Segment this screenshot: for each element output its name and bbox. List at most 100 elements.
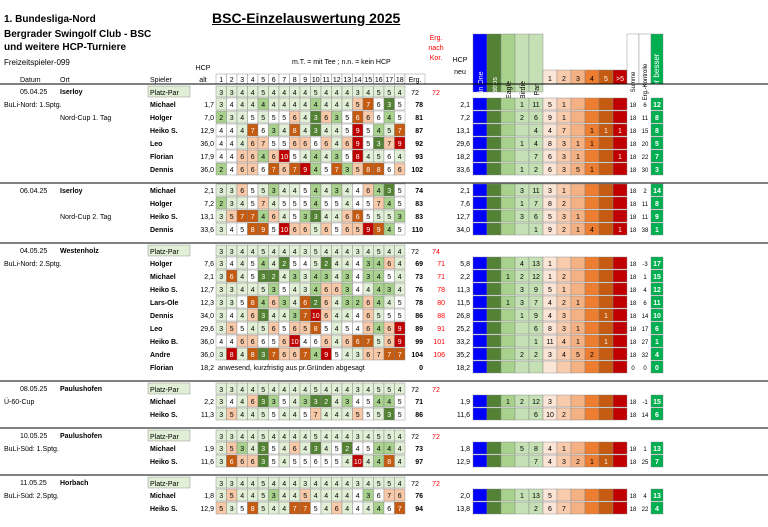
par-hole-value: 3	[219, 90, 223, 97]
hole-score: 6	[282, 339, 286, 346]
dist-value: 1	[590, 128, 594, 135]
player-hcp-new: 12,7	[456, 214, 470, 221]
player-erg: 97	[415, 459, 423, 466]
hole-score: 4	[240, 102, 244, 109]
par-hole-value: 4	[293, 481, 297, 488]
hole-score: 4	[303, 154, 307, 161]
player-sum: 18	[630, 460, 637, 466]
hole-score: 5	[261, 506, 265, 513]
vertical-cell	[500, 256, 516, 270]
par-hole-value: 4	[282, 387, 286, 394]
hole-score: 2	[345, 446, 349, 453]
vertical-value: 2	[520, 352, 524, 359]
hole-score: 5	[398, 399, 402, 406]
par-erg: 72	[411, 90, 419, 97]
par-hole-value: 5	[377, 249, 381, 256]
player-hcp-new: 2,0	[460, 493, 470, 500]
hole-number-12: 12	[333, 77, 341, 84]
par-hole-value: 5	[387, 90, 391, 97]
vertical-value: 1	[506, 300, 510, 307]
hole-score: 6	[293, 352, 297, 359]
vertical-value: 4	[534, 128, 538, 135]
hole-score: 6	[366, 300, 370, 307]
hole-score: 5	[335, 459, 339, 466]
legend-text: m.T. = mit Tee ; n.n. = kein HCP	[292, 59, 391, 66]
hole-score: 4	[314, 493, 318, 500]
hole-score-cell	[394, 196, 406, 210]
hole-score: 8	[230, 352, 234, 359]
dist-cell	[598, 97, 614, 111]
player-erg: 78	[415, 102, 423, 109]
dist-value: 8	[548, 326, 552, 333]
hole-score: 6	[230, 274, 234, 281]
par-row-label-cell	[147, 382, 191, 395]
hole-score: 5	[366, 141, 370, 148]
hole-score: 10	[354, 459, 362, 466]
player-hcp-new: 34,0	[456, 227, 470, 234]
player-sum: 18	[630, 116, 637, 122]
hole-score: 7	[398, 506, 402, 513]
hole-score: 5	[335, 201, 339, 208]
player-sum: 18	[630, 301, 637, 307]
hole-score: 4	[240, 261, 244, 268]
hole-score: 6	[345, 339, 349, 346]
player-erg: 74	[415, 188, 423, 195]
par-hole-value: 3	[356, 481, 360, 488]
hole-score: 4	[387, 446, 391, 453]
hole-score: 5	[398, 227, 402, 234]
hole-score: 6	[387, 339, 391, 346]
dist-label-5: >5	[616, 76, 624, 83]
dist-cell	[612, 347, 628, 361]
dist-cell	[570, 282, 586, 296]
hole-score: 6	[293, 446, 297, 453]
hole-score: 6	[261, 167, 265, 174]
par-hole-value: 5	[377, 387, 381, 394]
hole-score: 3	[261, 274, 265, 281]
dist-value: 6	[548, 506, 552, 513]
par-hole-value: 4	[293, 249, 297, 256]
hole-score: 3	[261, 352, 265, 359]
dist-value: 1	[604, 313, 608, 320]
player-name: Florian	[150, 154, 173, 161]
player-hcp-old: 13,1	[200, 214, 214, 221]
player-pob: 4	[655, 506, 659, 513]
vertical-value: 9	[534, 313, 538, 320]
hole-score: 4	[272, 506, 276, 513]
hole-score: 5	[398, 102, 402, 109]
hole-score: 5	[261, 493, 265, 500]
player-sum: 18	[630, 327, 637, 333]
dist-value: 2	[562, 300, 566, 307]
hole-score: 3	[366, 493, 370, 500]
vertical-value: 3	[520, 287, 524, 294]
ort-header: Ort	[60, 77, 70, 84]
hole-score: 6	[324, 300, 328, 307]
hole-score: 4	[356, 287, 360, 294]
hole-score: 6	[324, 141, 328, 148]
hole-score: 7	[303, 506, 307, 513]
par-hole-value: 4	[345, 249, 349, 256]
par-row-label-cell	[147, 244, 191, 257]
block-location: Paulushofen	[60, 433, 102, 440]
par-hole-value: 4	[366, 481, 370, 488]
vertical-value: 1	[534, 339, 538, 346]
vertical-value: 1	[520, 141, 524, 148]
dist-value: 2	[562, 201, 566, 208]
hole-score: 4	[398, 154, 402, 161]
hole-score: 6	[240, 459, 244, 466]
player-name: Michael	[150, 399, 176, 406]
hole-score: 4	[398, 287, 402, 294]
vertical-cell	[486, 136, 502, 150]
player-hcp-old: 2,1	[204, 274, 214, 281]
hole-score: 4	[230, 102, 234, 109]
vertical-cell	[500, 321, 516, 335]
player-erg: 76	[415, 493, 423, 500]
hole-score: 3	[219, 326, 223, 333]
hole-score: 5	[387, 128, 391, 135]
hole-score: 4	[377, 326, 381, 333]
par-hole-value: 5	[377, 434, 381, 441]
player-pob: 10	[653, 313, 661, 320]
par-hole-value: 4	[324, 481, 328, 488]
hole-score: 9	[366, 227, 370, 234]
hole-score: 6	[251, 154, 255, 161]
vertical-cell	[500, 162, 516, 176]
